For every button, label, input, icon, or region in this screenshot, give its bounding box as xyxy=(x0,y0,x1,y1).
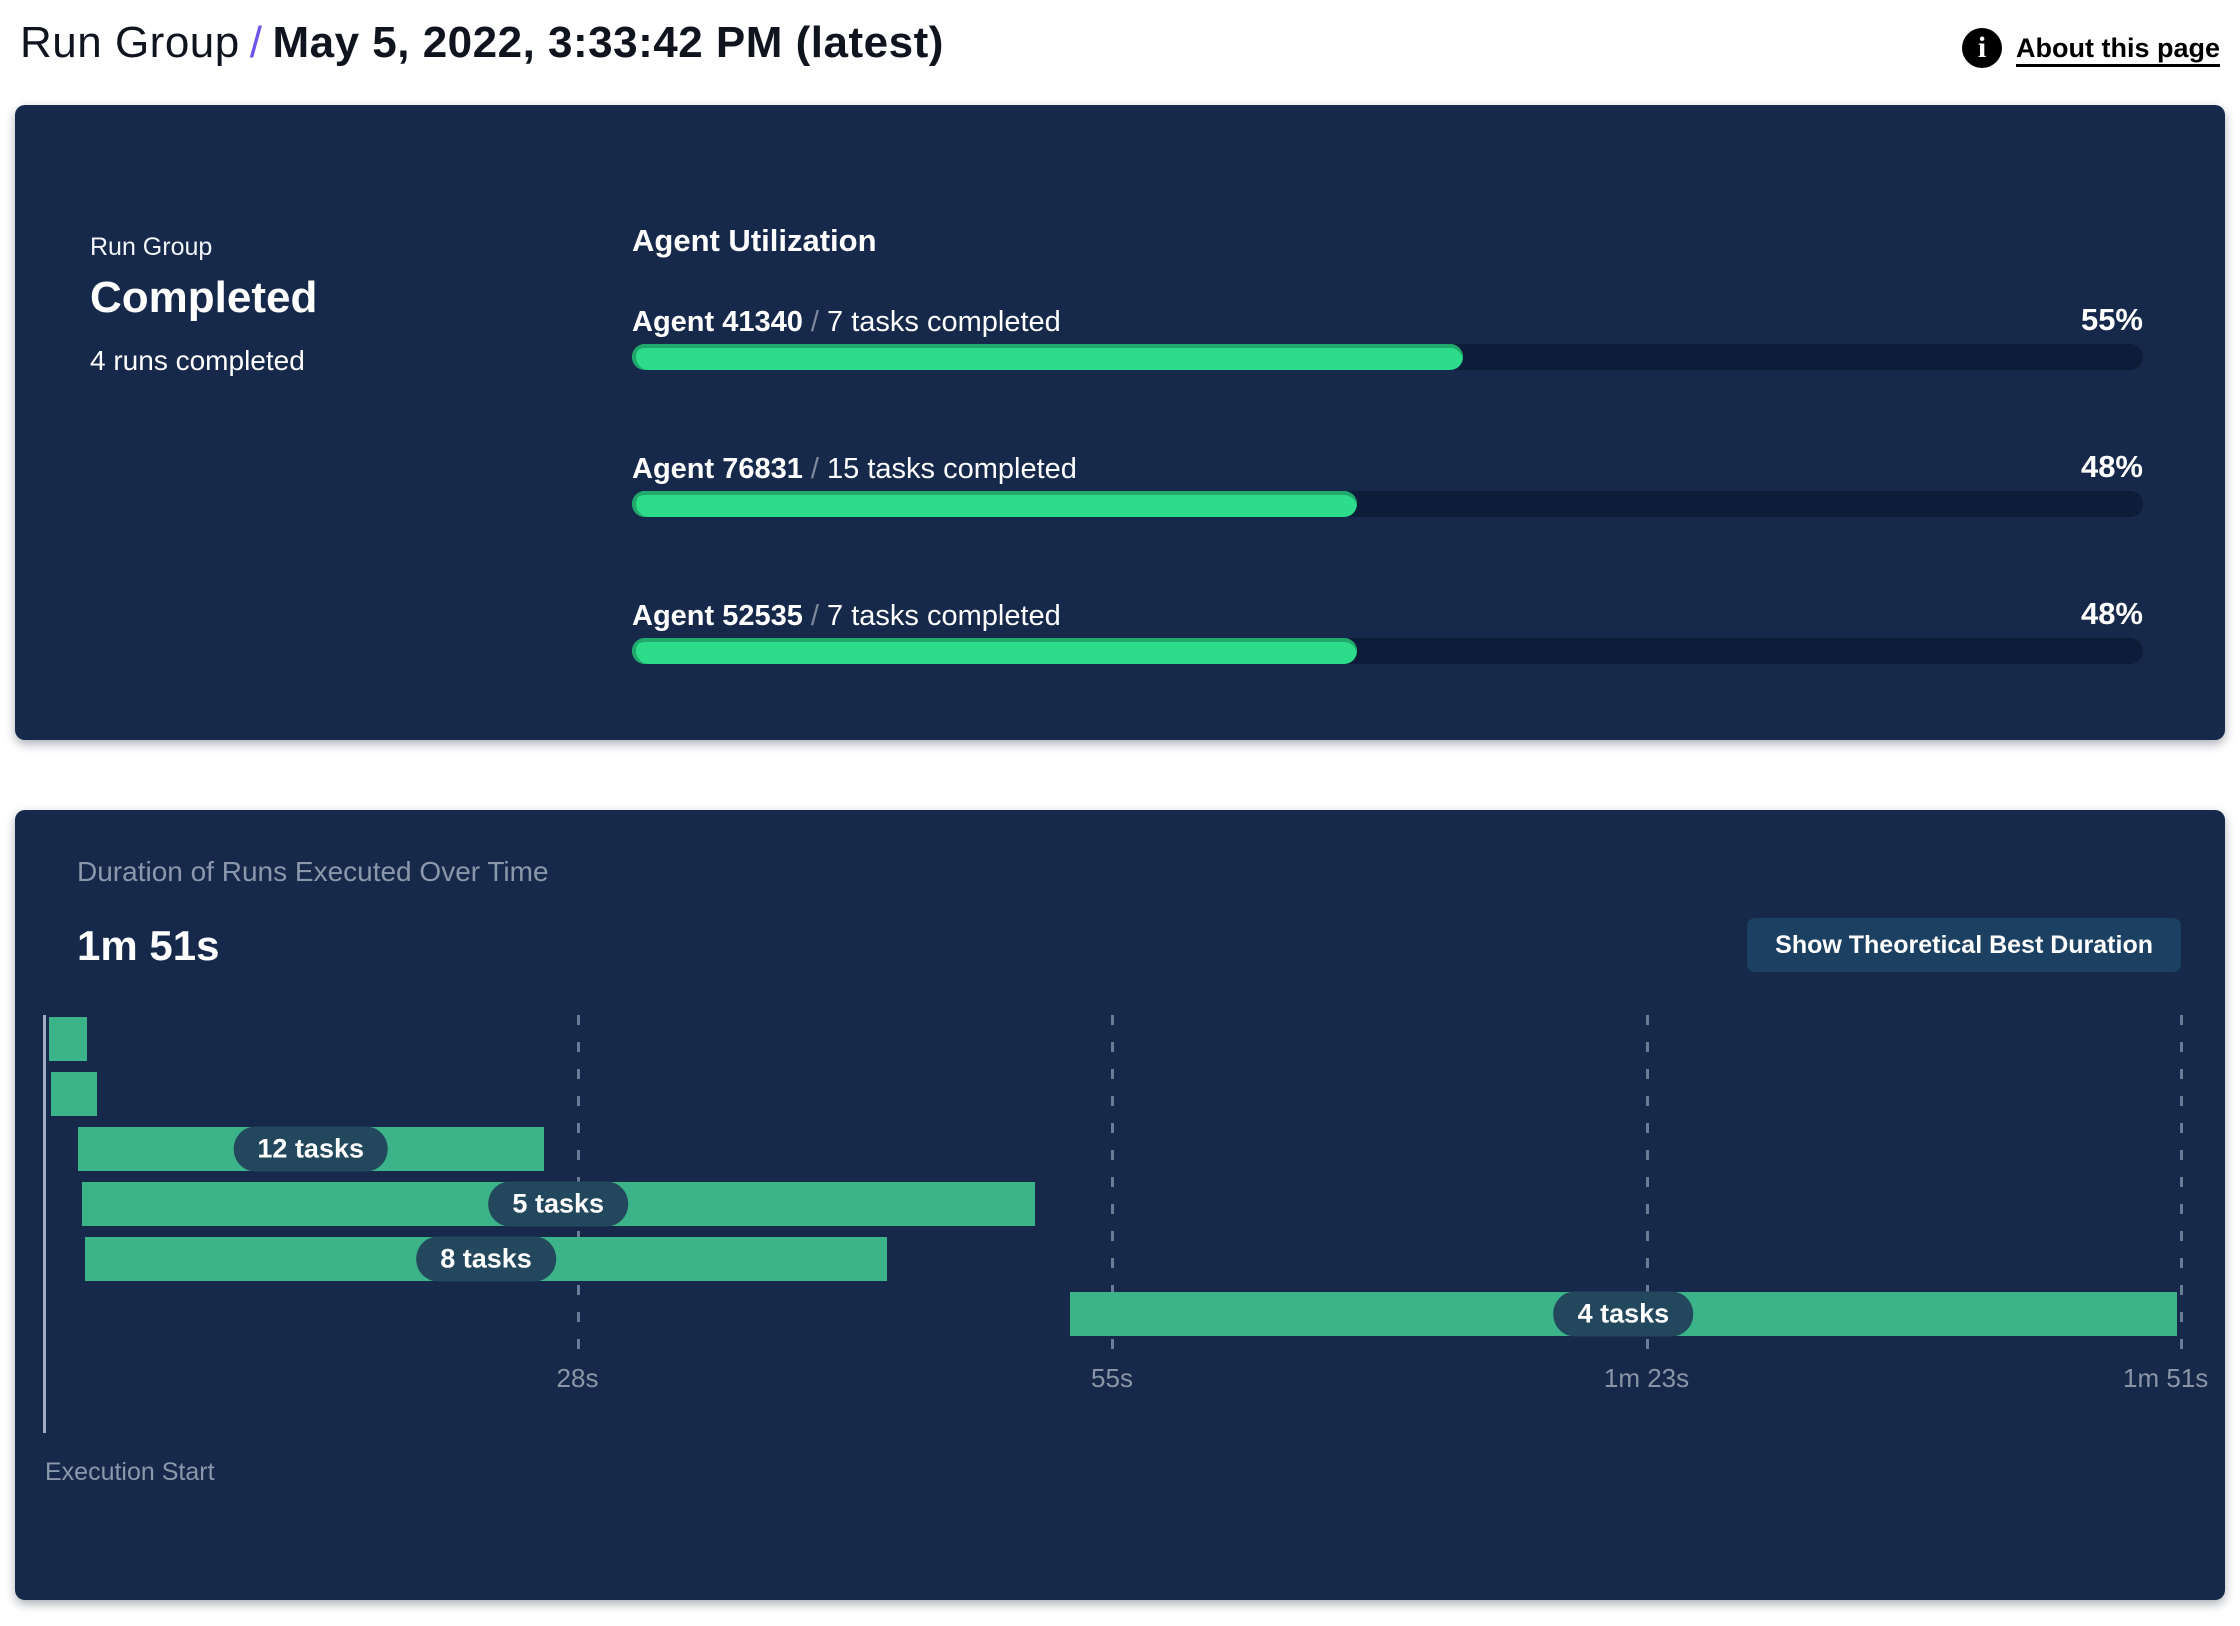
axis-tick-label: 1m 23s xyxy=(1603,1363,1690,1393)
breadcrumb-separator: / xyxy=(249,18,263,67)
about-this-page-link[interactable]: About this page xyxy=(2016,32,2220,63)
about-this-page: i About this page xyxy=(1962,28,2220,68)
duration-panel: Duration of Runs Executed Over Time 1m 5… xyxy=(15,810,2225,1600)
utilization-progress-fill xyxy=(632,638,1358,664)
total-duration-value: 1m 51s xyxy=(77,922,220,969)
agent-label: Agent 76831 / 15 tasks completed xyxy=(632,453,1077,486)
gantt-run-bar: 5 tasks xyxy=(81,1181,1035,1227)
run-group-status-panel: Run Group Completed 4 runs completed Age… xyxy=(15,105,2225,740)
agent-utilization-title: Agent Utilization xyxy=(632,223,877,258)
agent-name: Agent 41340 xyxy=(632,306,803,338)
gantt-task-count-pill: 12 tasks xyxy=(233,1126,388,1172)
axis-tick-label: 28s xyxy=(556,1363,599,1393)
execution-start-label: Execution Start xyxy=(45,1458,215,1486)
gantt-plot-area: 28s 55s 1m 23s 1m 51s 12 tasks 5 tasks 8 ta… xyxy=(43,1015,2208,1455)
agent-utilization-row: Agent 52535 / 7 tasks completed 48% xyxy=(632,596,2143,670)
gantt-task-count-pill: 8 tasks xyxy=(416,1236,556,1282)
breadcrumb-run-group: Run Group xyxy=(20,18,240,67)
agent-label-separator: / xyxy=(802,453,828,485)
agent-label: Agent 41340 / 7 tasks completed xyxy=(632,306,1061,339)
gantt-run-bar: 4 tasks xyxy=(1069,1291,2178,1337)
gantt-task-count-pill: 5 tasks xyxy=(488,1181,629,1227)
agent-tasks-completed: 7 tasks completed xyxy=(827,306,1061,338)
info-icon[interactable]: i xyxy=(1962,28,2002,68)
axis-tick-label: 1m 51s xyxy=(2123,1363,2209,1393)
axis-tick-label: 55s xyxy=(1091,1363,1133,1393)
agent-name: Agent 52535 xyxy=(632,600,803,632)
gridline-55s xyxy=(1111,1015,1114,1350)
show-theoretical-best-duration-button[interactable]: Show Theoretical Best Duration xyxy=(1747,918,2181,972)
utilization-progress-track xyxy=(632,344,2143,370)
agent-name: Agent 76831 xyxy=(632,453,803,485)
runs-completed-text: 4 runs completed xyxy=(90,345,305,376)
agent-utilization-percent: 55% xyxy=(2080,302,2143,337)
gantt-run-bar: 12 tasks xyxy=(77,1126,544,1172)
agent-label-separator: / xyxy=(802,600,828,632)
gantt-run-bar xyxy=(50,1072,97,1116)
status-badge: Completed xyxy=(90,273,318,322)
agent-utilization-row: Agent 76831 / 15 tasks completed 48% xyxy=(632,449,2143,523)
utilization-progress-track xyxy=(632,491,2143,517)
agent-tasks-completed: 15 tasks completed xyxy=(827,453,1077,485)
agent-utilization-percent: 48% xyxy=(2080,596,2143,631)
gantt-task-count-pill: 4 tasks xyxy=(1553,1291,1694,1337)
page-title: May 5, 2022, 3:33:42 PM (latest) xyxy=(272,18,944,67)
run-group-eyebrow: Run Group xyxy=(90,233,213,261)
utilization-progress-track xyxy=(632,638,2143,664)
duration-chart-title: Duration of Runs Executed Over Time xyxy=(77,856,549,887)
gantt-run-bar xyxy=(48,1017,88,1061)
agent-utilization-list: Agent 41340 / 7 tasks completed 55% Agen… xyxy=(632,105,2143,740)
page-header: Run Group / May 5, 2022, 3:33:42 PM (lates… xyxy=(0,0,2240,92)
execution-start-axis-line xyxy=(43,1015,46,1433)
breadcrumb: Run Group / May 5, 2022, 3:33:42 PM (lates… xyxy=(20,14,944,72)
gridline-1m 23s xyxy=(1645,1015,1649,1350)
agent-label: Agent 52535 / 7 tasks completed xyxy=(632,600,1061,633)
gantt-run-bar: 8 tasks xyxy=(85,1236,887,1282)
agent-label-separator: / xyxy=(802,306,828,338)
agent-utilization-percent: 48% xyxy=(2080,449,2143,484)
utilization-progress-fill xyxy=(632,344,1464,370)
utilization-progress-fill xyxy=(632,491,1358,517)
agent-tasks-completed: 7 tasks completed xyxy=(827,600,1061,632)
agent-utilization-row: Agent 41340 / 7 tasks completed 55% xyxy=(632,302,2143,376)
gridline-1m 51s xyxy=(2180,1015,2183,1350)
